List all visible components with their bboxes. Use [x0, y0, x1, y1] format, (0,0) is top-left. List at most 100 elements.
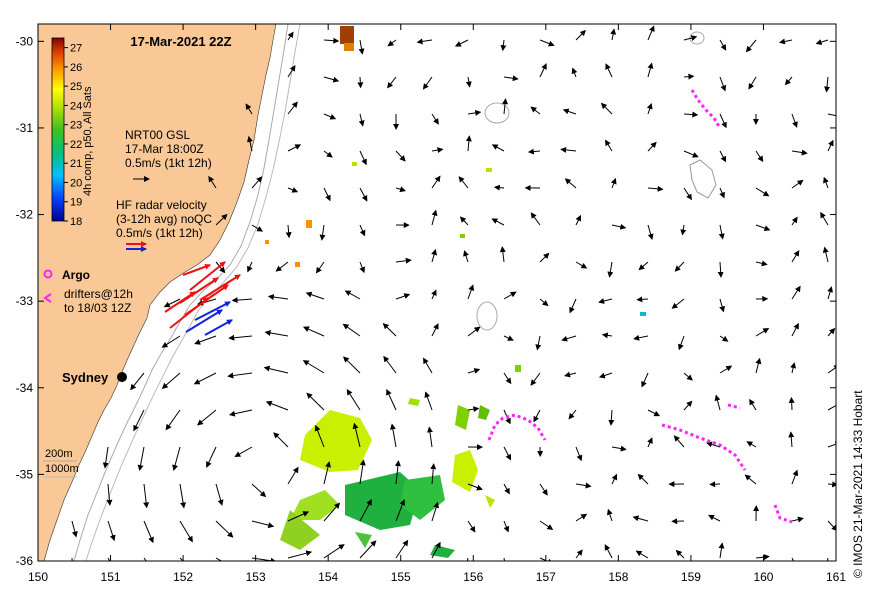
velocity-arrow [465, 135, 472, 152]
velocity-arrow [267, 294, 289, 301]
gsl-legend-line3: 0.5m/s (1kt 12h) [125, 156, 212, 170]
velocity-arrow [791, 113, 798, 128]
velocity-arrow [647, 62, 654, 78]
velocity-arrow [163, 298, 181, 308]
velocity-arrow [719, 187, 725, 199]
hf-radar-velocity [164, 261, 241, 336]
velocity-arrow [503, 372, 512, 385]
velocity-arrow [467, 326, 481, 337]
velocity-arrow [575, 446, 583, 462]
velocity-arrow [791, 516, 804, 523]
velocity-arrow [319, 224, 326, 241]
seamount-contour [476, 301, 498, 331]
colorbar-scale [51, 37, 65, 222]
velocity-arrow [305, 291, 325, 300]
velocity-arrow [815, 39, 829, 45]
velocity-arrow [527, 148, 541, 155]
velocity-arrow [633, 334, 649, 341]
legend: NRT00 GSL 17-Mar 18:00Z 0.5m/s (1kt 12h)… [43, 128, 212, 478]
velocity-arrow [718, 542, 725, 559]
velocity-arrow [680, 224, 687, 236]
velocity-arrow [359, 187, 368, 202]
colorbar-tick-label: 27 [70, 43, 82, 55]
velocity-arrow [302, 360, 325, 374]
velocity-arrow [465, 76, 472, 88]
velocity-arrow [215, 213, 228, 226]
velocity-arrow [454, 39, 469, 47]
velocity-arrow [744, 474, 757, 485]
velocity-arrow [503, 446, 512, 461]
velocity-arrow [359, 224, 366, 237]
x-tick-label: 158 [608, 570, 628, 584]
velocity-arrow [382, 323, 397, 337]
velocity-arrow [611, 445, 627, 452]
velocity-arrow [251, 483, 267, 498]
velocity-arrow [598, 372, 613, 379]
velocity-arrow [502, 98, 509, 115]
velocity-arrow [827, 327, 836, 337]
velocity-arrow [431, 248, 437, 263]
velocity-arrow [251, 520, 275, 529]
velocity-arrow [827, 286, 833, 300]
velocity-arrow [791, 469, 799, 485]
velocity-arrow [383, 355, 397, 374]
velocity-arrow [130, 372, 145, 391]
velocity-arrow [503, 557, 505, 561]
colorbar-ticks: 27 26 25 24 23 22 21 20 19 18 [64, 43, 82, 228]
velocity-arrow [133, 409, 145, 432]
velocity-arrow [493, 184, 505, 191]
velocity-arrow [314, 424, 325, 448]
velocity-arrow [265, 400, 289, 411]
velocity-arrow [598, 298, 613, 304]
velocity-arrow [395, 539, 409, 559]
velocity-arrow [530, 372, 541, 386]
velocity-arrow [539, 252, 550, 263]
velocity-arrow [632, 515, 649, 522]
velocity-arrow [755, 328, 770, 337]
velocity-arrow [539, 483, 548, 496]
velocity-arrow [231, 297, 253, 304]
city-marker-sydney: Sydney [62, 370, 127, 385]
y-tick-label: -33 [16, 294, 34, 308]
velocity-arrow [395, 499, 406, 522]
velocity-arrow [431, 501, 439, 522]
argo-marker [43, 269, 53, 279]
velocity-arrow [683, 150, 699, 158]
velocity-arrow [423, 357, 433, 374]
velocity-arrow [107, 520, 116, 542]
velocity-arrow [539, 63, 547, 78]
velocity-arrow [458, 176, 469, 189]
gsl-legend-line1: NRT00 GSL [125, 128, 190, 142]
velocity-arrow [779, 38, 793, 45]
x-tick-label: 154 [318, 570, 338, 584]
velocity-arrow [165, 409, 181, 431]
velocity-arrow [745, 39, 757, 53]
velocity-arrow [467, 406, 480, 413]
velocity-arrow [206, 446, 217, 468]
velocity-arrow [791, 216, 798, 226]
velocity-arrow [533, 409, 541, 423]
velocity-arrow [530, 212, 541, 226]
velocity-arrow [359, 540, 377, 559]
velocity-arrow [575, 482, 592, 489]
velocity-arrow [755, 224, 771, 232]
velocity-arrow [790, 362, 797, 374]
x-tick-label: 152 [173, 570, 193, 584]
land-mass [38, 24, 277, 561]
velocity-arrow [683, 400, 693, 411]
velocity-arrow [610, 177, 617, 189]
velocity-arrow [359, 150, 367, 166]
velocity-arrow [386, 388, 397, 411]
velocity-arrow [503, 75, 519, 82]
velocity-arrow [323, 76, 340, 83]
velocity-arrow [824, 76, 830, 93]
velocity-arrow [539, 520, 554, 530]
velocity-arrow [605, 139, 613, 152]
velocity-arrow [342, 323, 361, 337]
velocity-arrow [647, 141, 657, 152]
velocity-arrow [315, 261, 325, 274]
velocity-arrow [387, 76, 397, 89]
velocity-arrow [606, 508, 613, 522]
velocity-arrow [359, 459, 366, 485]
velocity-arrow [491, 218, 505, 226]
